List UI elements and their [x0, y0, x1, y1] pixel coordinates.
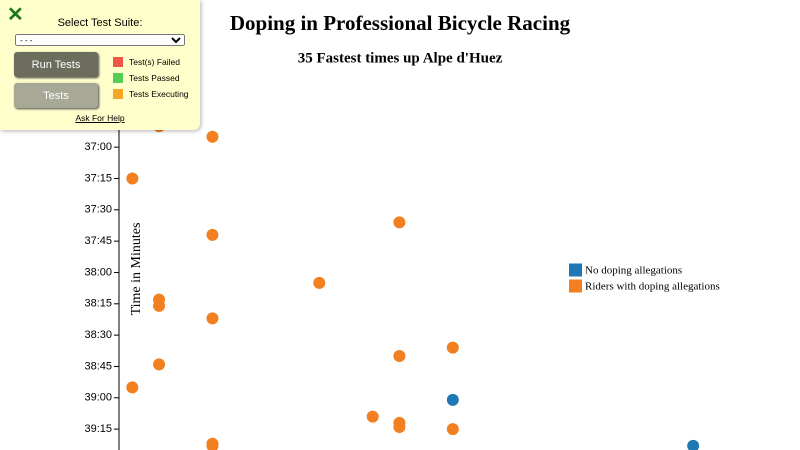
- legend-label: No doping allegations: [585, 265, 682, 277]
- data-point: [153, 299, 166, 312]
- data-point: [206, 130, 219, 143]
- data-point: [393, 350, 406, 363]
- data-point: [126, 381, 139, 394]
- data-point: [206, 312, 219, 325]
- data-point: [446, 341, 459, 354]
- data-point: [446, 423, 459, 436]
- legend-item: Tests Passed: [113, 73, 180, 83]
- suite-select[interactable]: - - -: [15, 34, 185, 46]
- y-tick-label: 37:15: [84, 172, 112, 184]
- y-tick-label: 38:30: [84, 329, 112, 341]
- close-button[interactable]: ✕: [7, 4, 24, 26]
- legend-swatch: [569, 279, 582, 293]
- chart-title: Doping in Professional Bicycle Racing: [230, 11, 571, 35]
- data-point: [313, 276, 326, 289]
- y-tick-label: 39:00: [84, 392, 112, 404]
- run-tests-button[interactable]: Run Tests: [14, 52, 98, 77]
- legend-item: Tests Executing: [113, 89, 189, 99]
- tests-button[interactable]: Tests: [14, 83, 98, 108]
- panel-title: Select Test Suite:: [57, 17, 143, 29]
- y-tick-label: 37:45: [84, 235, 112, 247]
- data-point: [446, 393, 459, 406]
- y-tick-label: 37:00: [84, 141, 112, 153]
- legend-text: Test(s) Failed: [129, 57, 181, 67]
- test-panel: ✕ Select Test Suite: - - - Run Tests Tes…: [0, 0, 200, 130]
- data-point: [153, 358, 166, 371]
- legend-text: Tests Executing: [129, 89, 189, 99]
- y-axis-label: Time in Minutes: [129, 223, 144, 316]
- y-tick-label: 38:45: [84, 360, 112, 372]
- y-tick-label: 37:30: [84, 204, 112, 216]
- legend-label: Riders with doping allegations: [585, 281, 720, 293]
- help-link[interactable]: Ask For Help: [75, 113, 125, 123]
- legend-text: Tests Passed: [129, 73, 180, 83]
- data-point: [366, 410, 379, 423]
- data-point: [206, 228, 219, 241]
- y-tick-label: 39:15: [84, 423, 112, 435]
- legend-item: Test(s) Failed: [113, 57, 180, 67]
- data-point: [687, 439, 700, 450]
- data-point: [393, 216, 406, 229]
- data-point: [126, 172, 139, 185]
- y-tick-label: 38:00: [84, 266, 112, 278]
- data-point: [393, 421, 406, 434]
- y-tick-label: 38:15: [84, 298, 112, 310]
- legend-swatch: [569, 263, 582, 277]
- data-point: [206, 439, 219, 450]
- chart-subtitle: 35 Fastest times up Alpe d'Huez: [298, 50, 503, 66]
